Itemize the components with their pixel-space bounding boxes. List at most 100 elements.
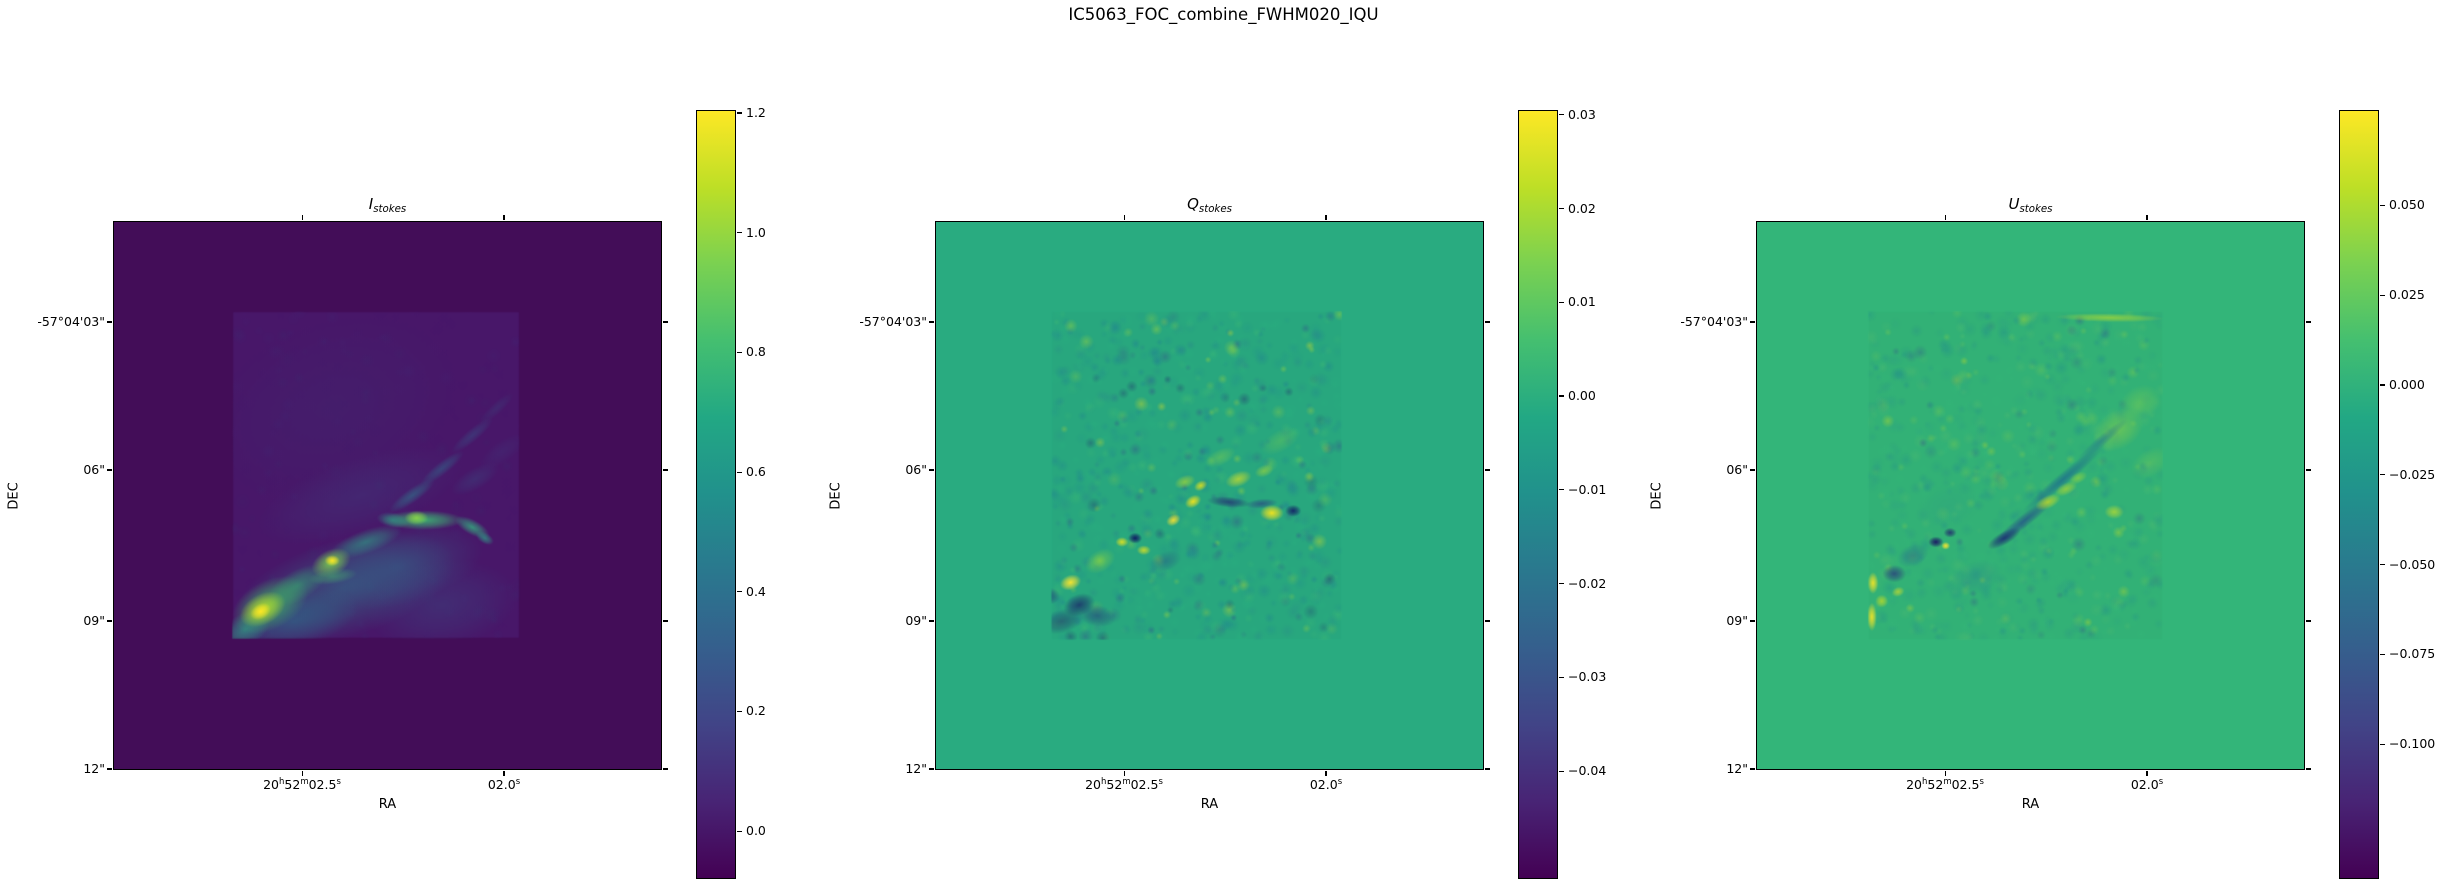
axis-tick [1944,771,1947,776]
colorbar [1518,110,1558,879]
colorbar-tick [2380,743,2385,745]
ra-axis-label: RA [378,797,397,812]
colorbar-tick-label: −0.075 [2389,646,2436,662]
stokes-u-heatmap [1757,222,2304,769]
colorbar-tick [2380,653,2385,656]
colorbar-tick-label: −0.100 [2389,736,2436,752]
colorbar-tick [1559,301,1564,303]
colorbar-tick [737,112,742,114]
text-part: 02.5 [1130,777,1159,792]
text-part: s [336,777,341,788]
ra-axis-label: RA [1200,797,1219,812]
colorbar-gradient [1519,111,1557,878]
y-axis-tick-label: -57°04'03" [859,314,927,329]
axis-tick [2306,469,2311,471]
colorbar-tick [2380,474,2385,476]
text-part: Q [1187,195,1199,213]
colorbar-tick [2380,204,2385,206]
axis-tick [107,620,112,622]
stokes-q-heatmap [936,222,1483,769]
colorbar-tick [737,591,742,593]
text-part: I [368,195,374,213]
y-axis-tick-label: 12" [905,761,927,776]
text-part: 52 [1106,777,1123,792]
text-part: stokes [1198,203,1232,215]
colorbar-tick-label: 0.6 [746,464,766,480]
dec-axis-label: DEC [1649,481,1665,510]
dec-axis-label: DEC [828,481,844,510]
text-part: s [1337,777,1343,788]
colorbar-gradient [697,111,735,878]
colorbar-tick-label: 0.025 [2389,287,2425,303]
axis-tick [2146,771,2148,776]
text-part: stokes [2019,203,2053,215]
axis-tick [663,768,668,770]
axis-tick [1944,215,1947,220]
colorbar-tick [2380,384,2385,386]
axis-tick [1325,771,1327,776]
colorbar [2339,110,2379,879]
text-part: s [515,777,521,788]
axis-tick [2306,768,2311,770]
axis-tick [107,321,112,323]
colorbar-tick-label: 0.050 [2389,197,2425,213]
colorbar-tick-label: −0.050 [2389,556,2436,572]
axis-tick [1750,620,1755,622]
axis-tick [1750,469,1755,471]
y-axis-tick-label: 09" [905,613,927,628]
colorbar-tick [1559,583,1564,585]
plot-area [113,221,662,770]
y-axis-tick-label: 06" [905,462,927,477]
colorbar-tick-label: −0.04 [1568,763,1607,779]
axis-tick [2306,620,2311,622]
axis-tick [929,768,934,770]
axis-tick [1123,215,1126,220]
x-axis-tick-label: 02.0s [414,776,594,794]
colorbar-tick [1559,676,1564,679]
colorbar-tick-label: 0.0 [746,823,766,839]
axis-tick [1485,620,1490,622]
colorbar-tick-label: −0.01 [1568,481,1607,497]
y-axis-tick-label: -57°04'03" [1680,314,1748,329]
plot-area [1756,221,2305,770]
axis-tick [1750,768,1755,770]
text-part: m [1943,777,1952,788]
axis-tick [1325,215,1327,220]
stokes-i-heatmap [114,222,661,769]
text-part: 02.0 [2130,777,2159,792]
colorbar-tick-label: 0.03 [1568,106,1596,122]
text-part: m [300,777,309,788]
colorbar-tick [2380,294,2385,296]
axis-tick [1750,321,1755,323]
colorbar-tick [1559,770,1564,772]
plot-area [935,221,1484,770]
y-axis-tick-label: 09" [1726,613,1748,628]
colorbar-tick [1559,395,1564,397]
x-axis-tick-label: 20h52m02.5s [1855,776,2035,794]
x-axis-tick-label: 02.0s [2057,776,2237,794]
y-axis-tick-label: 06" [1726,462,1748,477]
text-part: 20 [1085,777,1102,792]
axis-tick [503,215,505,220]
colorbar-tick-label: 0.000 [2389,376,2425,392]
text-part: 20 [1906,777,1923,792]
text-part: s [2158,777,2164,788]
colorbar-tick-label: 0.8 [746,344,766,360]
axis-tick [107,768,112,770]
axis-tick [301,215,304,220]
colorbar-tick [737,471,742,473]
colorbar-gradient [2340,111,2378,878]
dec-axis-label: DEC [6,481,22,510]
text-part: stokes [373,203,407,215]
text-part: 52 [284,777,301,792]
axis-tick [1123,771,1126,776]
y-axis-tick-label: 12" [1726,761,1748,776]
colorbar-tick-label: 0.00 [1568,388,1596,403]
colorbar-tick-label: −0.025 [2389,466,2436,482]
colorbar-tick-label: 0.02 [1568,200,1596,216]
text-part: 02.5 [1951,777,1980,792]
y-axis-tick-label: 12" [83,761,105,776]
text-part: 52 [1927,777,1944,792]
colorbar-tick [737,830,742,832]
colorbar-tick-label: −0.02 [1568,575,1607,591]
